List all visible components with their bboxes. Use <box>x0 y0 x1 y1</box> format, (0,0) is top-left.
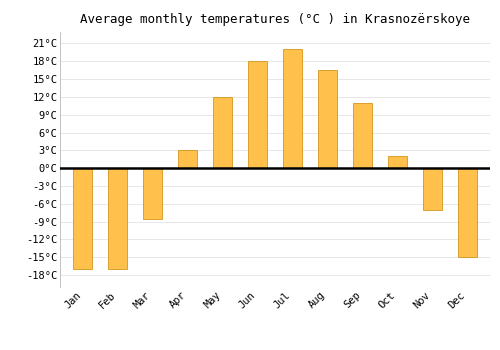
Bar <box>178 150 197 168</box>
Bar <box>108 168 128 269</box>
Bar <box>73 168 92 269</box>
Bar <box>248 61 267 168</box>
Bar <box>318 70 337 168</box>
Bar <box>458 168 477 257</box>
Bar <box>388 156 407 168</box>
Bar <box>353 103 372 168</box>
Bar <box>283 49 302 168</box>
Bar <box>422 168 442 210</box>
Title: Average monthly temperatures (°C ) in Krasnozërskoye: Average monthly temperatures (°C ) in Kr… <box>80 13 470 26</box>
Bar <box>213 97 232 168</box>
Bar <box>143 168 163 219</box>
